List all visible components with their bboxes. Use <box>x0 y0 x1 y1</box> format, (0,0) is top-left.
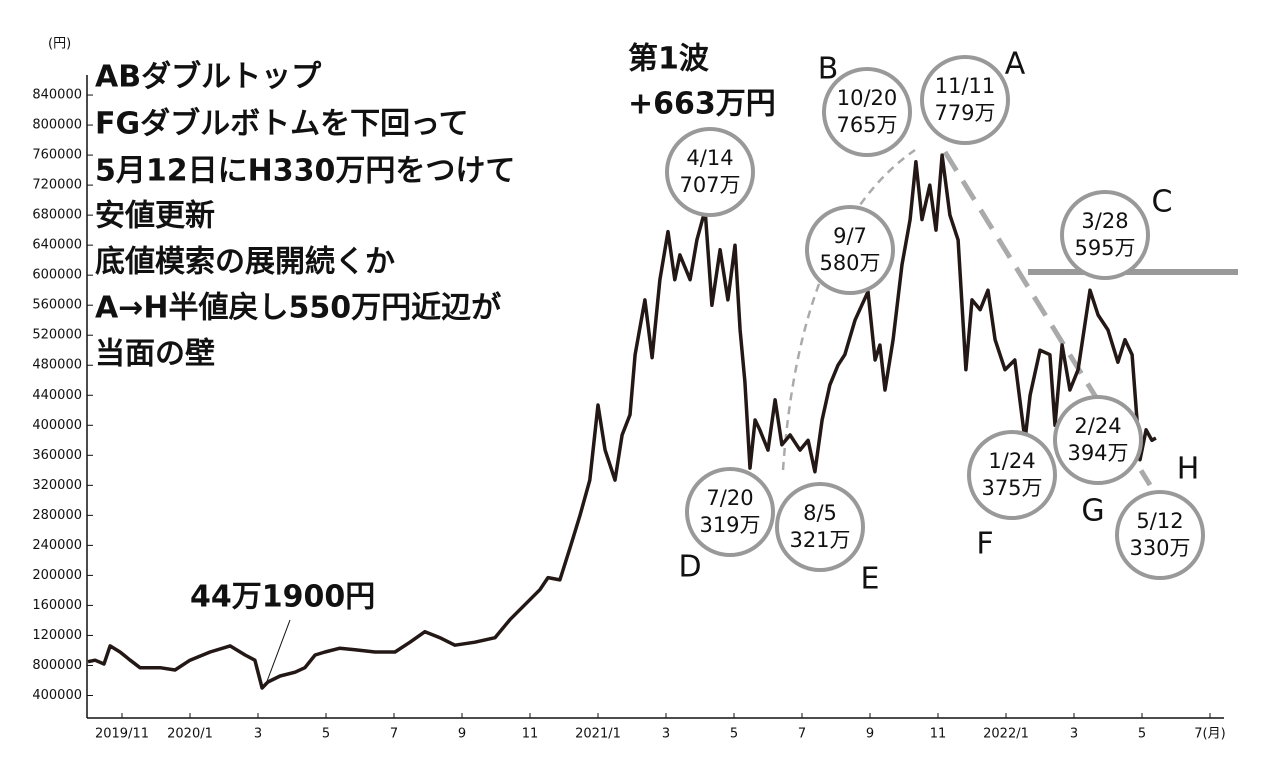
y-tick-label: 440000 <box>32 388 82 403</box>
y-axis-label: (円) <box>48 37 71 52</box>
callout-date: 7/20 <box>706 486 753 510</box>
callout-circle <box>822 67 912 157</box>
x-tick-label: 5 <box>322 727 330 742</box>
y-tick-label: 600000 <box>32 268 82 283</box>
x-tick-label: 9 <box>458 727 466 742</box>
x-tick-label: 2022/1 <box>983 727 1029 742</box>
point-letter: C <box>1152 185 1173 220</box>
callout-date: 10/20 <box>837 86 898 110</box>
callout-value: 319万 <box>699 513 760 537</box>
callout-date: 11/11 <box>935 74 996 98</box>
y-tick-label: 280000 <box>32 508 82 523</box>
x-tick-label: 2021/1 <box>575 727 621 742</box>
point-letter: F <box>976 527 993 562</box>
callout-value: 707万 <box>679 173 740 197</box>
point-letter: G <box>1081 494 1104 529</box>
callout-date: 4/14 <box>686 146 733 170</box>
y-tick-label: 320000 <box>32 478 82 493</box>
x-tick-label: 7(月) <box>1194 727 1225 742</box>
annotation-text: 5月12日にH330万円をつけて <box>95 154 515 189</box>
x-tick-label: 9 <box>866 727 874 742</box>
callout-value: 765万 <box>836 113 897 137</box>
point-letter: H <box>1177 452 1200 487</box>
callout-value: 394万 <box>1067 441 1128 465</box>
x-tick-label: 7 <box>390 727 398 742</box>
low-label: 44万1900円 <box>190 580 375 615</box>
callout-circle <box>920 55 1010 145</box>
y-tick-label: 480000 <box>32 358 82 373</box>
callout-circle <box>665 127 755 217</box>
callout-value: 595万 <box>1074 236 1135 260</box>
callout-circle <box>1060 190 1150 280</box>
y-tick-label: 400000 <box>32 688 82 703</box>
callout-value: 330万 <box>1129 536 1190 560</box>
y-tick-label: 800000 <box>32 658 82 673</box>
x-tick-label: 11 <box>522 727 539 742</box>
x-tick-label: 5 <box>730 727 738 742</box>
callout-date: 1/24 <box>988 449 1035 473</box>
y-tick-label: 120000 <box>32 628 82 643</box>
x-tick-label: 3 <box>662 727 670 742</box>
annotation-text: 底値模索の展開続くか <box>95 245 395 280</box>
y-tick-label: 840000 <box>32 88 82 103</box>
y-tick-label: 800000 <box>32 118 82 133</box>
point-letter: D <box>678 550 701 585</box>
y-tick-label: 360000 <box>32 448 82 463</box>
y-tick-label: 200000 <box>32 568 82 583</box>
callout-date: 5/12 <box>1136 509 1183 533</box>
annotation-text: FGダブルボトムを下回って <box>95 107 469 142</box>
x-tick-label: 2019/11 <box>95 727 149 742</box>
y-tick-label: 760000 <box>32 148 82 163</box>
y-tick-label: 680000 <box>32 208 82 223</box>
y-tick-label: 520000 <box>32 328 82 343</box>
callout-value: 375万 <box>981 476 1042 500</box>
callout-circle <box>1053 395 1143 485</box>
annotation-text: 安値更新 <box>95 199 215 234</box>
x-tick-label: 7 <box>798 727 806 742</box>
callout-value: 321万 <box>789 528 850 552</box>
callout-circle <box>1115 490 1205 580</box>
y-tick-label: 240000 <box>32 538 82 553</box>
callout-date: 9/7 <box>833 224 867 248</box>
callout-date: 3/28 <box>1081 209 1128 233</box>
x-tick-label: 5 <box>1138 727 1146 742</box>
y-tick-label: 160000 <box>32 598 82 613</box>
callout-value: 779万 <box>934 101 995 125</box>
y-tick-label: 640000 <box>32 238 82 253</box>
y-tick-label: 560000 <box>32 298 82 313</box>
arc-guide <box>781 148 916 471</box>
point-letter: A <box>1005 47 1026 82</box>
x-tick-label: 11 <box>930 727 947 742</box>
wave-label: 第1波 <box>628 42 710 77</box>
point-letter: E <box>861 562 880 597</box>
price-line <box>87 153 1157 690</box>
x-tick-label: 2020/1 <box>167 727 213 742</box>
annotation-text: A→H半値戻し550万円近辺が <box>95 291 501 326</box>
callout-circle <box>775 482 865 572</box>
callout-circle <box>967 430 1057 520</box>
y-tick-label: 400000 <box>32 418 82 433</box>
callout-date: 2/24 <box>1074 414 1121 438</box>
y-tick-label: 720000 <box>32 178 82 193</box>
x-tick-label: 3 <box>1070 727 1078 742</box>
callout-value: 580万 <box>819 251 880 275</box>
wave-value: +663万円 <box>628 87 776 122</box>
callout-circle <box>805 205 895 295</box>
annotation-text: ABダブルトップ <box>95 60 322 95</box>
callout-date: 8/5 <box>803 501 837 525</box>
x-tick-label: 3 <box>254 727 262 742</box>
annotation-text: 当面の壁 <box>95 337 215 372</box>
pointer <box>265 619 291 685</box>
point-letter: B <box>818 52 839 87</box>
callout-circle <box>685 467 775 557</box>
